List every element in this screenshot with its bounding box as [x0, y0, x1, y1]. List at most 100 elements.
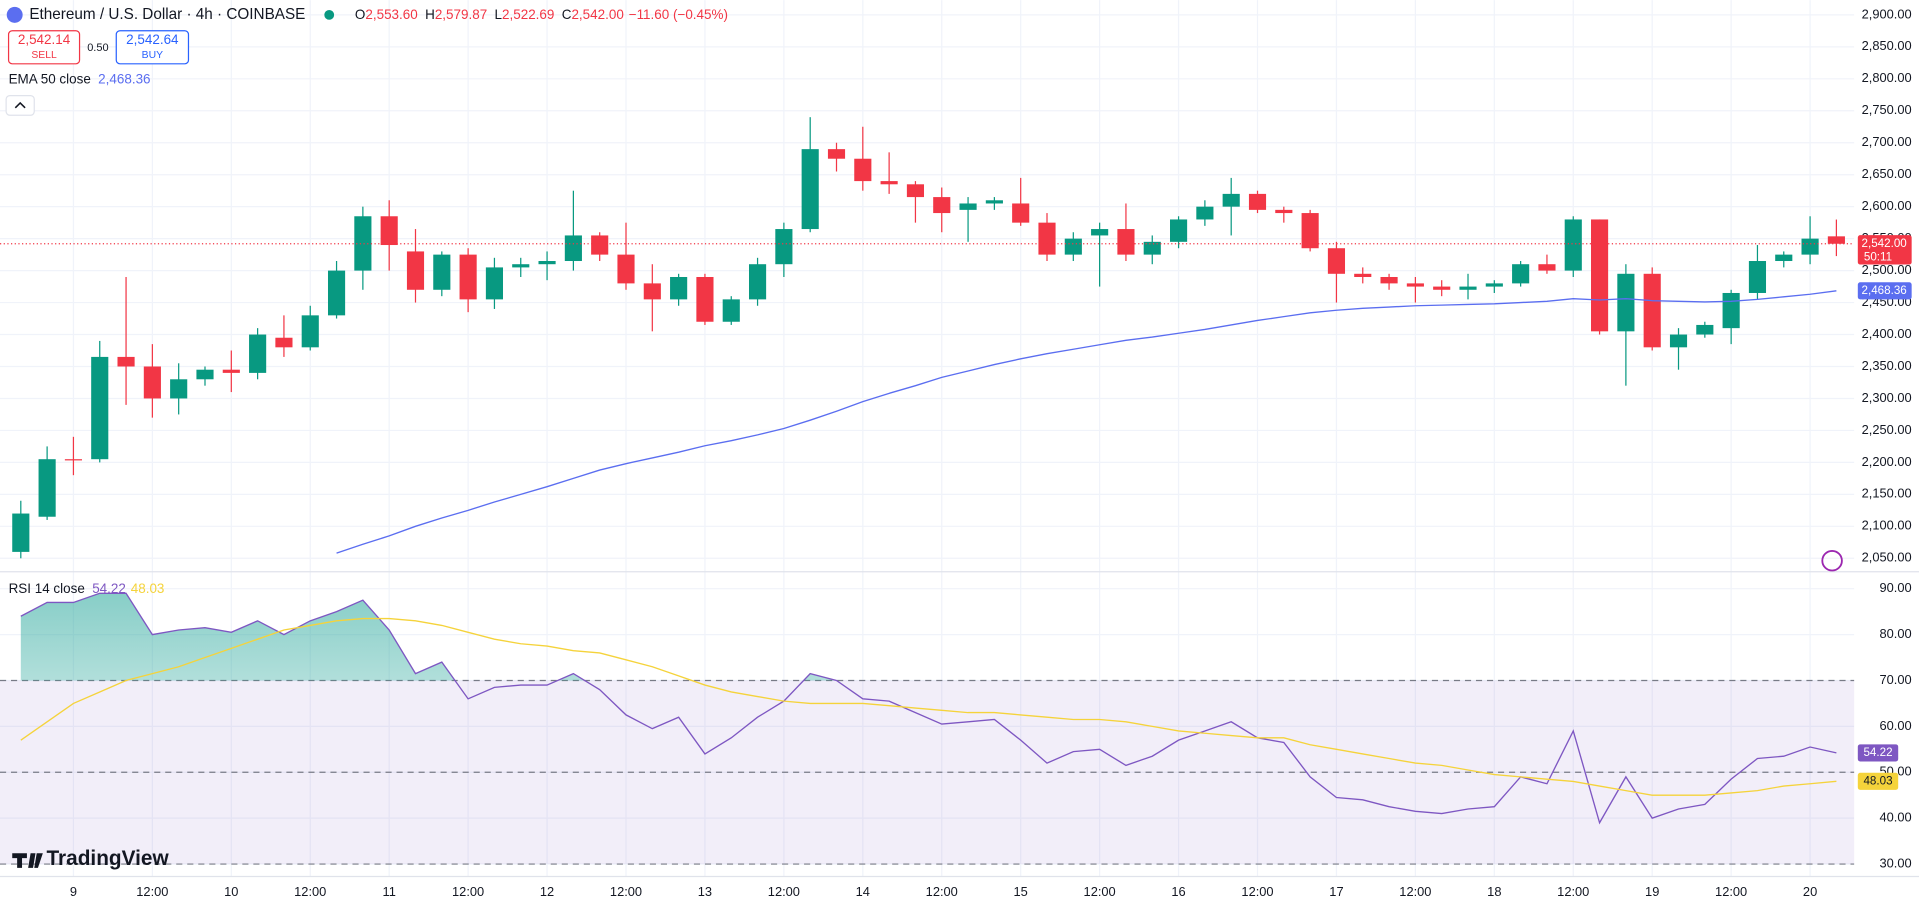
ohlc-legend: O2,553.60 H2,579.87 L2,522.69 C2,542.00 −11.…	[355, 6, 728, 21]
candle-body	[380, 216, 398, 246]
candle-body	[1301, 213, 1319, 249]
y-tick-label: 2,400.00	[1862, 326, 1912, 341]
sell-price[interactable]: 2,542.14	[18, 32, 71, 47]
y-tick-label: 60.00	[1880, 718, 1912, 733]
candle-body	[1696, 324, 1714, 335]
x-tick-label: 12	[540, 884, 554, 899]
x-tick-label: 15	[1014, 884, 1028, 899]
ema-tag	[1857, 282, 1912, 300]
candle-body	[827, 149, 846, 159]
y-tick-label: 2,750.00	[1862, 102, 1912, 117]
rsi-ma-value: 48.03	[131, 580, 165, 595]
overbought-fill	[20, 593, 1837, 681]
ohlc-value: 2,522.69	[502, 6, 554, 21]
candle-body	[1406, 283, 1424, 287]
candle-body	[459, 254, 477, 300]
ohlc-value: 2,579.87	[435, 6, 487, 21]
candle-body	[222, 369, 240, 373]
candle-body	[985, 200, 1003, 204]
buy-label[interactable]: BUY	[142, 50, 163, 61]
ema-tag-label: 2,468.36	[1862, 284, 1907, 297]
x-tick-label: 14	[856, 884, 870, 899]
buy-price[interactable]: 2,542.64	[126, 32, 179, 47]
x-tick-label: 12:00	[768, 884, 800, 899]
y-tick-label: 2,350.00	[1862, 358, 1912, 373]
buy-button[interactable]	[115, 30, 190, 65]
candle-body	[643, 283, 661, 300]
candle-body	[249, 334, 267, 373]
ema-legend[interactable]: EMA 50 close 2,468.36	[9, 71, 151, 86]
candle-body	[1512, 264, 1530, 284]
x-tick-label: 18	[1487, 884, 1501, 899]
candle-body	[1248, 193, 1267, 210]
y-tick-label: 70.00	[1880, 672, 1912, 687]
candle-body	[1459, 286, 1477, 290]
candle-body	[354, 216, 372, 271]
candle-body	[564, 235, 582, 262]
x-tick-label: 12:00	[1084, 884, 1116, 899]
sell-button[interactable]	[7, 30, 81, 65]
candle-body	[538, 261, 556, 265]
x-tick-label: 12:00	[926, 884, 958, 899]
candle-body	[1748, 261, 1767, 293]
y-tick-label: 2,600.00	[1862, 198, 1912, 213]
market-status	[324, 9, 335, 20]
candle-body	[1433, 286, 1451, 290]
candle-body	[959, 203, 977, 210]
x-tick-label: 12:00	[294, 884, 326, 899]
candle-body	[696, 276, 714, 322]
ohlc-value: 2,542.00	[571, 6, 623, 21]
candle-body	[1091, 229, 1109, 236]
candle-body	[722, 299, 740, 322]
replay-icon[interactable]	[1821, 549, 1843, 572]
candle-body	[1827, 236, 1845, 244]
candle-body	[301, 315, 319, 348]
x-tick-label: 11	[383, 884, 396, 899]
ema-name: EMA 50 close	[9, 71, 91, 86]
candle-body	[906, 184, 925, 198]
symbol-title[interactable]: Ethereum / U.S. Dollar · 4h · COINBASE	[29, 6, 305, 23]
x-tick-label: 17	[1329, 884, 1343, 899]
last-price-label: 2,542.00	[1862, 237, 1907, 250]
candle-body	[1801, 238, 1819, 255]
candle-body	[1117, 229, 1135, 255]
rsi-tag	[1857, 744, 1899, 762]
rsi-legend[interactable]: RSI 14 close 54.22 48.03	[9, 580, 165, 595]
y-tick-label: 2,150.00	[1862, 486, 1912, 501]
y-tick-label: 40.00	[1880, 810, 1912, 825]
brand-watermark[interactable]: TradingView	[47, 847, 170, 870]
collapse-button[interactable]	[5, 95, 35, 116]
candle-body	[1196, 206, 1214, 220]
candle-body	[12, 513, 30, 552]
candle-body	[1275, 209, 1293, 214]
candle-body	[1564, 219, 1582, 271]
candle-body	[670, 276, 688, 300]
sell-label[interactable]: SELL	[31, 50, 57, 61]
brand-icon	[12, 853, 43, 868]
candle-body	[327, 270, 346, 316]
last-price-tag	[1857, 235, 1912, 265]
candle-body	[1380, 276, 1398, 284]
symbol-logo	[6, 6, 23, 23]
collapse-icon	[14, 101, 26, 109]
y-tick-label: 2,250.00	[1862, 422, 1912, 437]
candle-body	[406, 251, 425, 290]
candle-body	[1722, 292, 1740, 329]
x-tick-label: 12:00	[1715, 884, 1747, 899]
rsi-line	[20, 617, 1837, 796]
rsi-name: RSI 14 close	[9, 580, 85, 595]
candle-body	[591, 235, 609, 255]
candle-body	[775, 229, 793, 265]
y-tick-label: 2,200.00	[1862, 454, 1912, 469]
candle-body	[38, 459, 56, 517]
y-tick-label: 2,100.00	[1862, 518, 1912, 533]
candle-body	[1538, 264, 1556, 271]
ohlc-key: H	[425, 6, 435, 21]
candle-body	[1485, 283, 1503, 287]
ohlc-key: L	[495, 6, 503, 21]
x-tick-label: 12:00	[1399, 884, 1431, 899]
x-tick-label: 12:00	[136, 884, 168, 899]
y-tick-label: 30.00	[1880, 855, 1912, 870]
candle-body	[1222, 193, 1240, 207]
